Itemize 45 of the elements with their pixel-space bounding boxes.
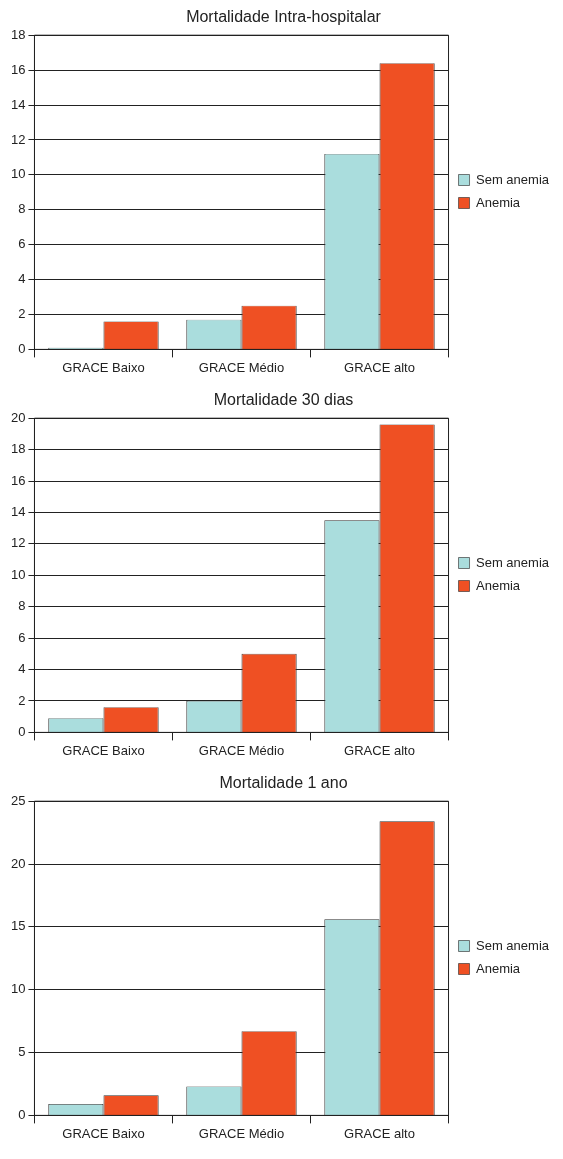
- chart-title: Mortalidade 1 ano: [219, 774, 348, 792]
- y-tick-label: 14: [10, 96, 26, 112]
- y-tick-label: 18: [10, 26, 26, 42]
- y-tick-label: 12: [10, 131, 26, 147]
- y-tick-label: 12: [10, 535, 26, 551]
- legend-label: Anemia: [476, 960, 521, 976]
- chart-title: Mortalidade Intra-hospitalar: [186, 8, 382, 26]
- legend-label: Sem anemia: [476, 171, 550, 187]
- y-tick-label: 0: [18, 1106, 26, 1122]
- y-tick-label: 8: [18, 201, 26, 217]
- legend-label: Anemia: [476, 577, 521, 593]
- x-tick-label: GRACE alto: [344, 1125, 415, 1141]
- y-tick-label: 20: [10, 409, 26, 425]
- x-tick-label: GRACE Médio: [198, 742, 285, 758]
- y-tick-label: 4: [18, 271, 26, 287]
- x-tick-label: GRACE Médio: [198, 359, 285, 375]
- y-tick-label: 25: [10, 792, 26, 808]
- y-tick-label: 10: [10, 981, 26, 997]
- y-tick-label: 5: [18, 1044, 26, 1060]
- x-tick-label: GRACE alto: [344, 742, 415, 758]
- y-tick-label: 0: [18, 340, 26, 356]
- y-tick-label: 14: [10, 504, 26, 520]
- x-tick-label: GRACE Baixo: [62, 359, 145, 375]
- x-tick-label: GRACE Baixo: [62, 742, 145, 758]
- y-tick-label: 2: [18, 692, 26, 708]
- y-tick-label: 6: [18, 236, 26, 252]
- chart-title: Mortalidade 30 dias: [213, 391, 354, 409]
- y-tick-label: 20: [10, 855, 26, 871]
- y-tick-label: 4: [18, 661, 26, 677]
- legend-label: Anemia: [476, 194, 521, 210]
- x-tick-label: GRACE Médio: [198, 1125, 285, 1141]
- y-tick-label: 15: [10, 918, 26, 934]
- legend-label: Sem anemia: [476, 937, 550, 953]
- y-tick-label: 10: [10, 566, 26, 582]
- x-tick-label: GRACE alto: [344, 359, 415, 375]
- x-tick-label: GRACE Baixo: [62, 1125, 145, 1141]
- y-tick-label: 6: [18, 629, 26, 645]
- y-tick-label: 8: [18, 598, 26, 614]
- legend-label: Sem anemia: [476, 554, 550, 570]
- y-tick-label: 16: [10, 472, 26, 488]
- y-tick-label: 10: [10, 166, 26, 182]
- y-tick-label: 16: [10, 61, 26, 77]
- y-tick-label: 0: [18, 723, 26, 739]
- y-tick-label: 18: [10, 441, 26, 457]
- y-tick-label: 2: [18, 306, 26, 322]
